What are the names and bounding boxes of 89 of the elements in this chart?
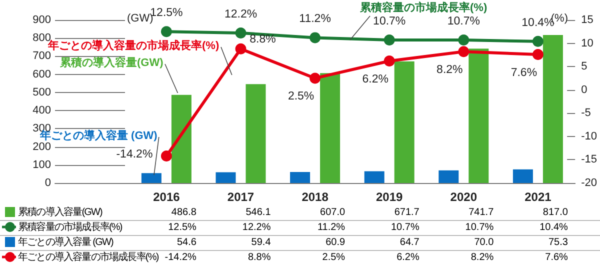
point: [532, 48, 544, 60]
text: 12.2%: [224, 8, 258, 21]
text: 7.6%: [510, 66, 538, 79]
y-tick-label: 100: [32, 158, 51, 171]
bar: [364, 171, 384, 183]
y-axis-title: (GW): [127, 12, 154, 24]
y2-tick-label: 5: [581, 60, 588, 73]
y2-tick-label: 15: [581, 14, 594, 26]
point: [310, 72, 321, 84]
x-tick-label: 2016: [153, 190, 180, 204]
text: 10.7%: [447, 16, 480, 28]
text: 2.5%: [288, 90, 314, 103]
point: [235, 43, 246, 54]
legend-label: 累積の導入容量(GW): [18, 206, 102, 219]
point: [458, 34, 470, 46]
y2-tick-label: -15: [581, 154, 598, 166]
data-label: 7.6%: [545, 251, 568, 264]
point: [458, 46, 470, 58]
bar: [320, 73, 340, 183]
data-label: 8.8%: [248, 251, 271, 264]
bar: [512, 169, 533, 183]
y2-tick-label: 0: [581, 84, 588, 96]
bar: [394, 61, 414, 183]
point: [160, 150, 172, 162]
bar: [216, 172, 236, 183]
data-label: 6.2%: [396, 251, 420, 264]
y-tick-label: 0: [44, 177, 51, 189]
y2-tick-label: -10: [581, 130, 598, 142]
data-label: 60.9: [326, 236, 346, 249]
data-label: 671.7: [394, 206, 420, 219]
data-label: 8.2%: [470, 251, 494, 264]
bar: [438, 170, 459, 183]
data-label: 12.2%: [242, 221, 271, 234]
legend-label: 年ごとの導入容量の市場成長率(%): [18, 251, 158, 264]
data-label: 2.5%: [322, 251, 346, 264]
annotation: 年ごとの導入容量の市場成長率(%): [48, 40, 220, 52]
y2-tick-label: -5: [581, 107, 591, 120]
point: [235, 28, 246, 39]
y-tick-label: 600: [32, 68, 51, 80]
text: 10.7%: [373, 16, 406, 28]
bar: [468, 48, 489, 183]
y2-tick-label: -20: [581, 177, 598, 189]
data-label: 10.4%: [540, 221, 568, 234]
point: [310, 32, 321, 44]
data-label: 741.7: [468, 206, 494, 219]
text: -14.2%: [116, 148, 153, 160]
y-tick-label: 700: [32, 50, 51, 62]
point: [384, 55, 395, 66]
data-label: 70.0: [474, 236, 494, 249]
data-label: 817.0: [542, 206, 568, 219]
x-tick-label: 2020: [450, 190, 478, 204]
text: 累積容量の市場成長率(%): [360, 2, 488, 15]
y-tick-label: 200: [32, 140, 51, 153]
x-tick-label: 2018: [302, 190, 329, 204]
bar: [141, 173, 162, 183]
data-label: 11.2%: [317, 221, 346, 234]
data-label: 607.0: [320, 206, 346, 219]
data-label: 546.1: [246, 206, 271, 219]
text: 6.2%: [362, 73, 388, 86]
x-tick-label: 2019: [376, 190, 404, 204]
text: 11.2%: [299, 13, 331, 26]
y-tick-label: 500: [32, 86, 51, 98]
point: [160, 26, 172, 38]
text: 8.8%: [250, 33, 276, 46]
bar: [542, 35, 563, 183]
data-label: 75.3: [548, 236, 568, 249]
text: 8.2%: [436, 64, 463, 76]
data-label: 486.8: [171, 206, 196, 219]
legend-label: 累積容量の市場成長率(%): [18, 221, 122, 234]
y2-tick-label: 10: [581, 37, 594, 50]
bar: [290, 172, 310, 183]
data-label: -14.2%: [164, 251, 196, 264]
annotation: 累積の導入容量(GW): [60, 57, 164, 70]
data-label: 64.7: [400, 236, 420, 249]
bar: [246, 84, 266, 183]
y-tick-label: 400: [32, 104, 51, 117]
point: [532, 36, 544, 47]
data-label: 54.6: [176, 236, 196, 249]
annotation: 年ごとの導入容量 (GW): [40, 130, 158, 142]
point: [384, 34, 395, 46]
data-label: 59.4: [251, 236, 271, 249]
data-label: 10.7%: [391, 221, 420, 234]
data-label: 10.7%: [465, 221, 494, 234]
bar: [171, 94, 192, 183]
legend-label: 年ごとの導入容量 (GW): [18, 236, 113, 249]
x-tick-label: 2021: [524, 190, 552, 204]
y-tick-label: 900: [32, 14, 51, 26]
data-label: 12.5%: [168, 221, 196, 234]
x-tick-label: 2017: [227, 190, 254, 204]
